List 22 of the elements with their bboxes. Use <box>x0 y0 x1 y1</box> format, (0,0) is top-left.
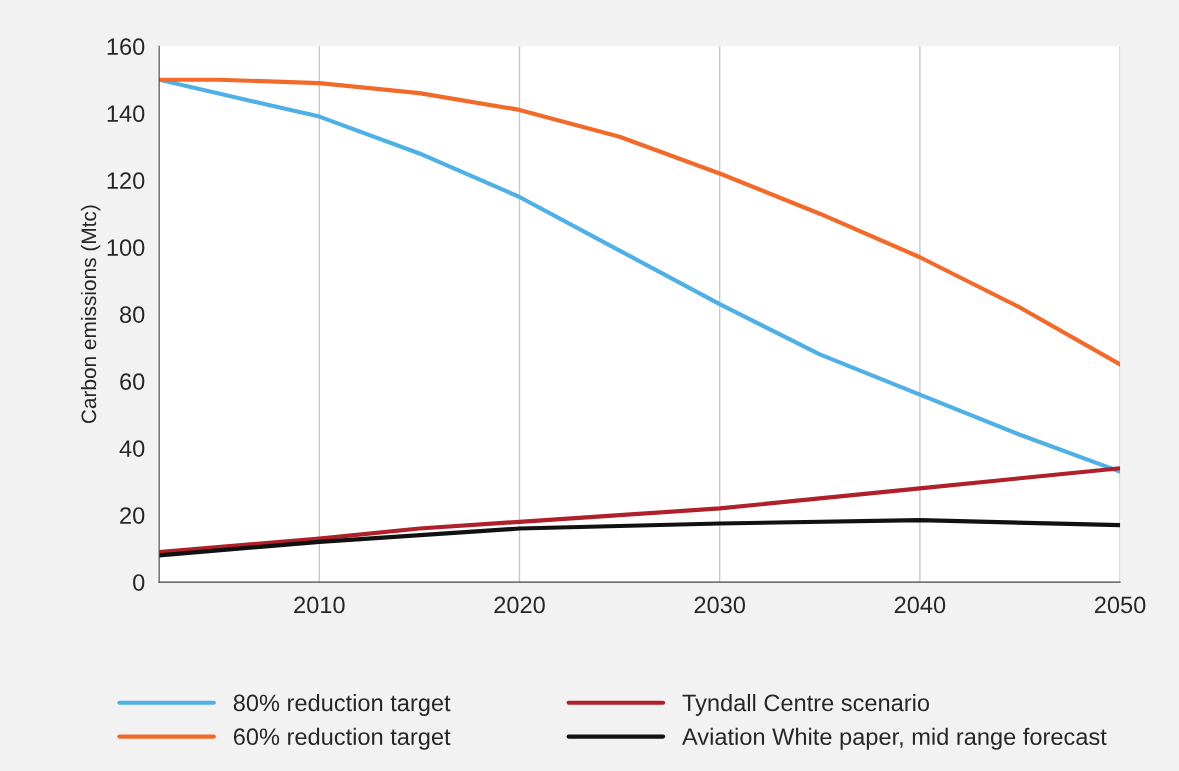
y-tick-label: 0 <box>133 574 145 591</box>
y-tick-label: 160 <box>107 38 145 56</box>
y-tick-label: 100 <box>107 239 145 256</box>
line-series <box>159 518 1121 558</box>
y-tick-label: 140 <box>107 105 145 123</box>
line-series <box>159 466 1121 555</box>
y-tick-label: 60 <box>120 373 145 390</box>
y-tick-label: 120 <box>107 172 145 190</box>
legend-label: Tyndall Centre scenario <box>682 693 930 716</box>
x-tick-label: 2040 <box>894 596 946 614</box>
y-tick-label: 80 <box>120 306 145 323</box>
x-tick-label: 2010 <box>294 596 345 614</box>
x-tick-label: 2020 <box>494 596 545 614</box>
y-tick-label: 20 <box>120 507 145 524</box>
legend-label: Aviation White paper, mid range forecast <box>682 727 1107 750</box>
y-tick-label: 40 <box>119 440 145 457</box>
x-tick-label: 2050 <box>1094 596 1146 614</box>
legend-label: 60% reduction target <box>233 727 451 750</box>
y-axis-title: Carbon emissions (Mtc) <box>80 205 101 424</box>
legend-label: 80% reduction target <box>233 693 451 716</box>
x-tick-label: 2030 <box>694 596 746 614</box>
line-series <box>159 77 1121 367</box>
